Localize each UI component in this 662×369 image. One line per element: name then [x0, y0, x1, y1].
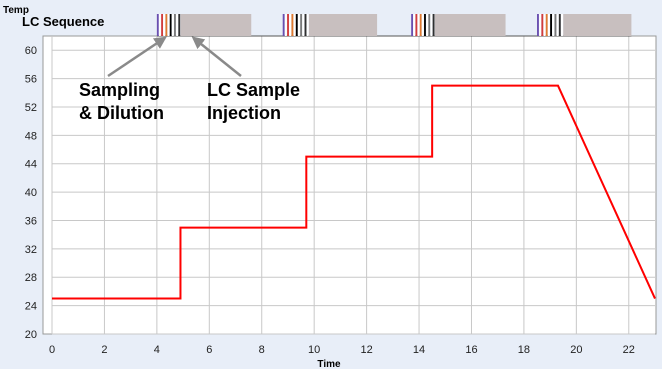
- sampling-stripe: [421, 14, 424, 36]
- sampling-stripe: [174, 14, 176, 36]
- annotation-arrow: [191, 36, 242, 77]
- sampling-stripe: [159, 14, 161, 36]
- y-tick-label: 60: [25, 45, 37, 57]
- x-tick-label: 0: [49, 344, 55, 356]
- sampling-stripe: [545, 14, 548, 36]
- sampling-stripe: [428, 14, 431, 36]
- sampling-stripe: [156, 14, 159, 36]
- annotation: Sampling & Dilution: [79, 36, 167, 123]
- lc-sequence-bar: [156, 14, 632, 37]
- sampling-stripe: [539, 14, 542, 36]
- y-tick-label: 28: [25, 272, 37, 284]
- x-tick-label: 6: [206, 344, 212, 356]
- x-tick-labels: 0 2 4 6 8 10 12 14 16 18 20 22: [49, 344, 635, 356]
- x-tick-label: 18: [518, 344, 530, 356]
- y-tick-label: 44: [25, 159, 37, 171]
- sampling-stripe: [169, 14, 172, 36]
- sampling-stripe: [537, 14, 539, 36]
- annotation-text: Injection: [207, 103, 281, 123]
- y-axis-label: Temp: [3, 5, 29, 16]
- x-axis-label: Time: [317, 359, 341, 369]
- sampling-stripe: [411, 14, 414, 36]
- x-tick-label: 20: [570, 344, 582, 356]
- sampling-stripe: [417, 14, 420, 36]
- y-tick-label: 24: [25, 301, 37, 313]
- sampling-stripe: [432, 14, 435, 36]
- y-tick-label: 32: [25, 244, 37, 256]
- sampling-stripe: [284, 14, 287, 36]
- sampling-block: [282, 14, 309, 36]
- x-tick-label: 4: [154, 344, 160, 356]
- injection-block: [563, 14, 632, 36]
- injection-block: [308, 14, 378, 36]
- sampling-stripe: [561, 14, 563, 36]
- annotation-text: Sampling: [79, 80, 160, 100]
- sampling-stripe: [293, 14, 296, 36]
- sampling-stripe: [176, 14, 179, 36]
- sampling-stripe: [547, 14, 550, 36]
- sampling-stripe: [426, 14, 429, 36]
- y-tick-label: 36: [25, 215, 37, 227]
- y-tick-labels: 20 24 28 32 36 40 44 48 52 56 60: [25, 45, 37, 341]
- x-tick-label: 10: [308, 344, 320, 356]
- sampling-stripe: [430, 14, 433, 36]
- sampling-stripe: [554, 14, 557, 36]
- injection-block: [434, 14, 506, 36]
- sampling-stripe: [415, 14, 418, 36]
- sampling-stripe: [300, 14, 303, 36]
- annotation-text: & Dilution: [79, 103, 164, 123]
- sampling-stripe: [550, 14, 553, 36]
- sampling-stripe: [419, 14, 422, 36]
- lc-sequence-label: LC Sequence: [22, 14, 104, 29]
- sampling-stripe: [163, 14, 166, 36]
- sampling-block: [411, 14, 435, 36]
- sampling-stripe: [302, 14, 305, 36]
- sampling-stripe: [171, 14, 174, 36]
- sampling-stripe: [298, 14, 300, 36]
- annotation-arrow: [107, 36, 167, 78]
- annotation: LC Sample Injection: [191, 36, 300, 123]
- annotation-text: LC Sample: [207, 80, 300, 100]
- series-group: [51, 84, 656, 300]
- y-tick-label: 56: [25, 74, 37, 86]
- sampling-stripe: [424, 14, 426, 36]
- x-tick-label: 22: [623, 344, 635, 356]
- injection-block: [180, 14, 252, 36]
- sampling-stripe: [304, 14, 307, 36]
- x-tick-label: 8: [259, 344, 265, 356]
- sampling-stripe: [289, 14, 292, 36]
- sampling-stripe: [556, 14, 559, 36]
- sampling-stripe: [541, 14, 544, 36]
- sampling-stripe: [543, 14, 546, 36]
- sampling-stripe: [165, 14, 168, 36]
- sampling-stripe: [306, 14, 309, 36]
- y-tick-label: 52: [25, 102, 37, 114]
- sampling-stripe: [295, 14, 298, 36]
- sampling-stripe: [552, 14, 555, 36]
- x-tick-label: 14: [413, 344, 425, 356]
- sampling-stripe: [178, 14, 181, 36]
- x-tick-label: 16: [465, 344, 477, 356]
- x-tick-label: 12: [360, 344, 372, 356]
- sampling-stripe: [287, 14, 289, 36]
- annotations: Sampling & Dilution LC Sample Injection: [79, 36, 300, 123]
- sampling-stripe: [558, 14, 561, 36]
- sampling-block: [537, 14, 563, 36]
- sampling-stripe: [161, 14, 164, 36]
- sampling-stripe: [291, 14, 294, 36]
- y-tick-label: 48: [25, 130, 37, 142]
- sampling-stripe: [413, 14, 416, 36]
- y-tick-label: 40: [25, 187, 37, 199]
- sampling-stripe: [282, 14, 285, 36]
- sampling-block: [156, 14, 181, 36]
- y-tick-label: 20: [25, 329, 37, 341]
- sampling-stripe: [167, 14, 170, 36]
- x-tick-label: 2: [101, 344, 107, 356]
